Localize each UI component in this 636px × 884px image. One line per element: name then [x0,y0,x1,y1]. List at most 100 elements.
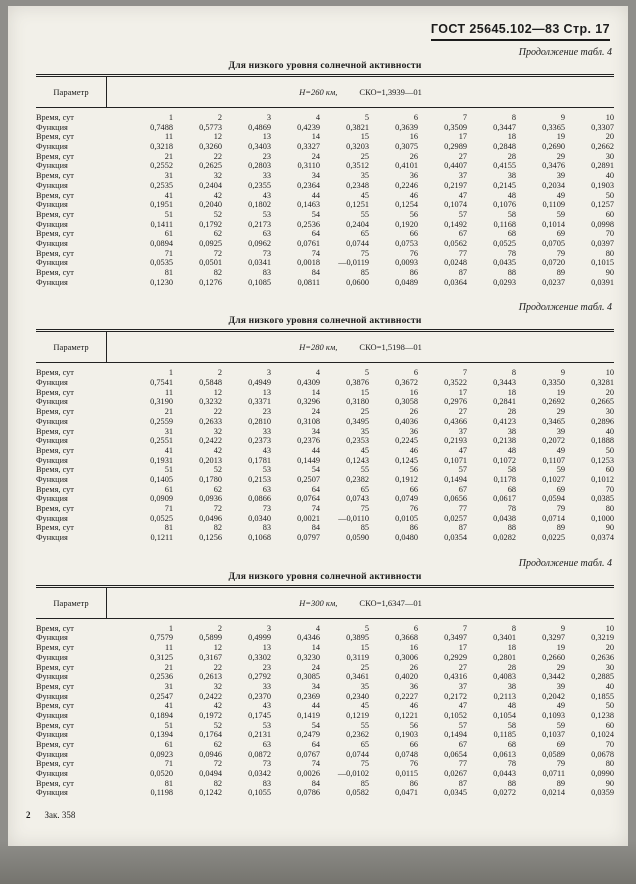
value-cell: 64 [311,484,320,494]
table-header-row: Параметр Н=260 км, СКО=1,3939—01 [36,77,614,108]
value-cell: 84 [311,268,320,277]
value-cell: 21 [164,151,173,161]
value-cell: 0,3075 [395,142,418,152]
value-cell: 0,3085 [297,672,320,682]
data-table: Параметр Н=260 км, СКО=1,3939—01 Время, … [36,74,614,296]
value-cell: 0,0594 [542,494,565,504]
value-cell: 77 [458,248,467,258]
value-cell: 0,0494 [199,769,222,779]
value-cell: 0,3639 [395,122,418,132]
value-cell: 0,2042 [542,691,565,701]
value-cell: 52 [213,720,222,730]
row-label: Функция [36,652,68,662]
value-cell: 0,1055 [248,788,271,798]
value-cell: 0,1894 [150,710,173,720]
value-cell: 0,1903 [395,730,418,740]
function-row: Функция 0,2536 0,2613 0,2792 0,3085 0,3461 0,4… [36,672,614,682]
value-cell: 0,3302 [248,652,271,662]
function-row: Функция 0,7541 0,5848 0,4949 0,4309 0,3876 0,3… [36,378,614,388]
value-cell: 0,0093 [395,258,418,268]
value-cell: 0,1178 [493,474,516,484]
value-cell: 35 [360,426,369,436]
value-cell: 0,2536 [297,219,320,229]
value-cell: 46 [409,190,418,200]
value-cell: 0,0489 [395,277,418,287]
value-cell: 0,0248 [444,258,467,268]
value-cell: 0,0293 [493,277,516,287]
value-cell: 0,0026 [297,769,320,779]
row-label: Функция [36,378,68,388]
value-cell: 0,1076 [493,200,516,210]
value-cell: 41 [164,445,173,455]
row-label: Функция [36,730,68,740]
value-cell: 18 [507,387,516,397]
value-cell: 75 [360,504,369,513]
value-cell: 0,2792 [248,672,271,682]
condition-cell: Н=300 км, СКО=1,6347—01 [107,588,614,618]
value-cell: 24 [311,662,320,672]
value-cell: 32 [213,171,222,181]
function-row: Функция 0,2535 0,2404 0,2355 0,2364 0,2348 0,2… [36,181,614,191]
row-label: Функция [36,455,68,465]
value-cell: 0,0748 [395,749,418,759]
value-cell: 21 [164,407,173,417]
value-cell: 88 [507,778,516,788]
page-number: 2 [26,810,31,820]
value-cell: 0,1093 [542,710,565,720]
value-cell: 0,5773 [199,122,222,132]
value-cell: 79 [556,504,565,513]
value-cell: 44 [311,190,320,200]
value-cell: 30 [605,662,614,672]
value-cell: 17 [458,643,467,653]
value-cell: 0,1015 [591,258,614,268]
value-cell: 0,2803 [248,161,271,171]
value-cell: 0,2810 [248,416,271,426]
value-cell: 63 [262,740,271,749]
value-cell: 0,3403 [248,142,271,152]
value-cell: 0,2660 [542,652,565,662]
time-row: Время, сут 41 42 43 44 45 46 47 48 49 50 [36,191,614,201]
value-cell: 33 [262,171,271,181]
value-cell: 79 [556,759,565,769]
value-cell: 1 [168,368,173,378]
value-cell: 50 [605,190,614,200]
value-cell: 0,2145 [493,180,516,190]
value-cell: 20 [605,643,614,653]
value-cell: 72 [213,248,222,258]
value-cell: 0,0590 [346,533,369,543]
value-cell: 0,3167 [199,652,222,662]
value-cell: 0,4239 [297,122,320,132]
value-cell: 87 [458,268,467,277]
time-row: Время, сут 11 12 13 14 15 16 17 18 19 20 [36,643,614,653]
value-cell: 19 [556,387,565,397]
value-cell: 0,1972 [199,710,222,720]
value-cell: 69 [556,740,565,749]
value-cell: 0,0866 [248,494,271,504]
value-cell: 0,5899 [199,633,222,643]
value-cell: 5 [364,113,369,122]
sko-label: СКО=1,5198—01 [359,342,422,353]
value-cell: 0,0385 [591,494,614,504]
value-cell: 0,0767 [297,749,320,759]
row-label: Время, сут [36,151,74,161]
value-cell: 33 [262,681,271,691]
function-row: Функция 0,7579 0,5899 0,4999 0,4346 0,3895 0,3… [36,633,614,643]
value-cell: 0,2353 [346,436,369,446]
function-row: Функция 0,2559 0,2633 0,2810 0,3108 0,3495 0,4… [36,417,614,427]
value-cell: 0,7541 [150,378,173,388]
row-label: Время, сут [36,778,74,788]
value-cell: 0,1802 [248,200,271,210]
value-cell: 8 [511,113,516,122]
value-cell: 26 [409,407,418,417]
value-cell: 55 [360,720,369,730]
value-cell: 50 [605,445,614,455]
value-cell: 0,2801 [493,652,516,662]
row-label: Функция [36,436,68,446]
value-cell: 0,2929 [444,652,467,662]
value-cell: 0,2479 [297,730,320,740]
row-label: Время, сут [36,426,74,436]
value-cell: 0,1492 [444,219,467,229]
row-label: Время, сут [36,248,74,258]
value-cell: 0,0018 [297,258,320,268]
value-cell: 0,2885 [591,672,614,682]
